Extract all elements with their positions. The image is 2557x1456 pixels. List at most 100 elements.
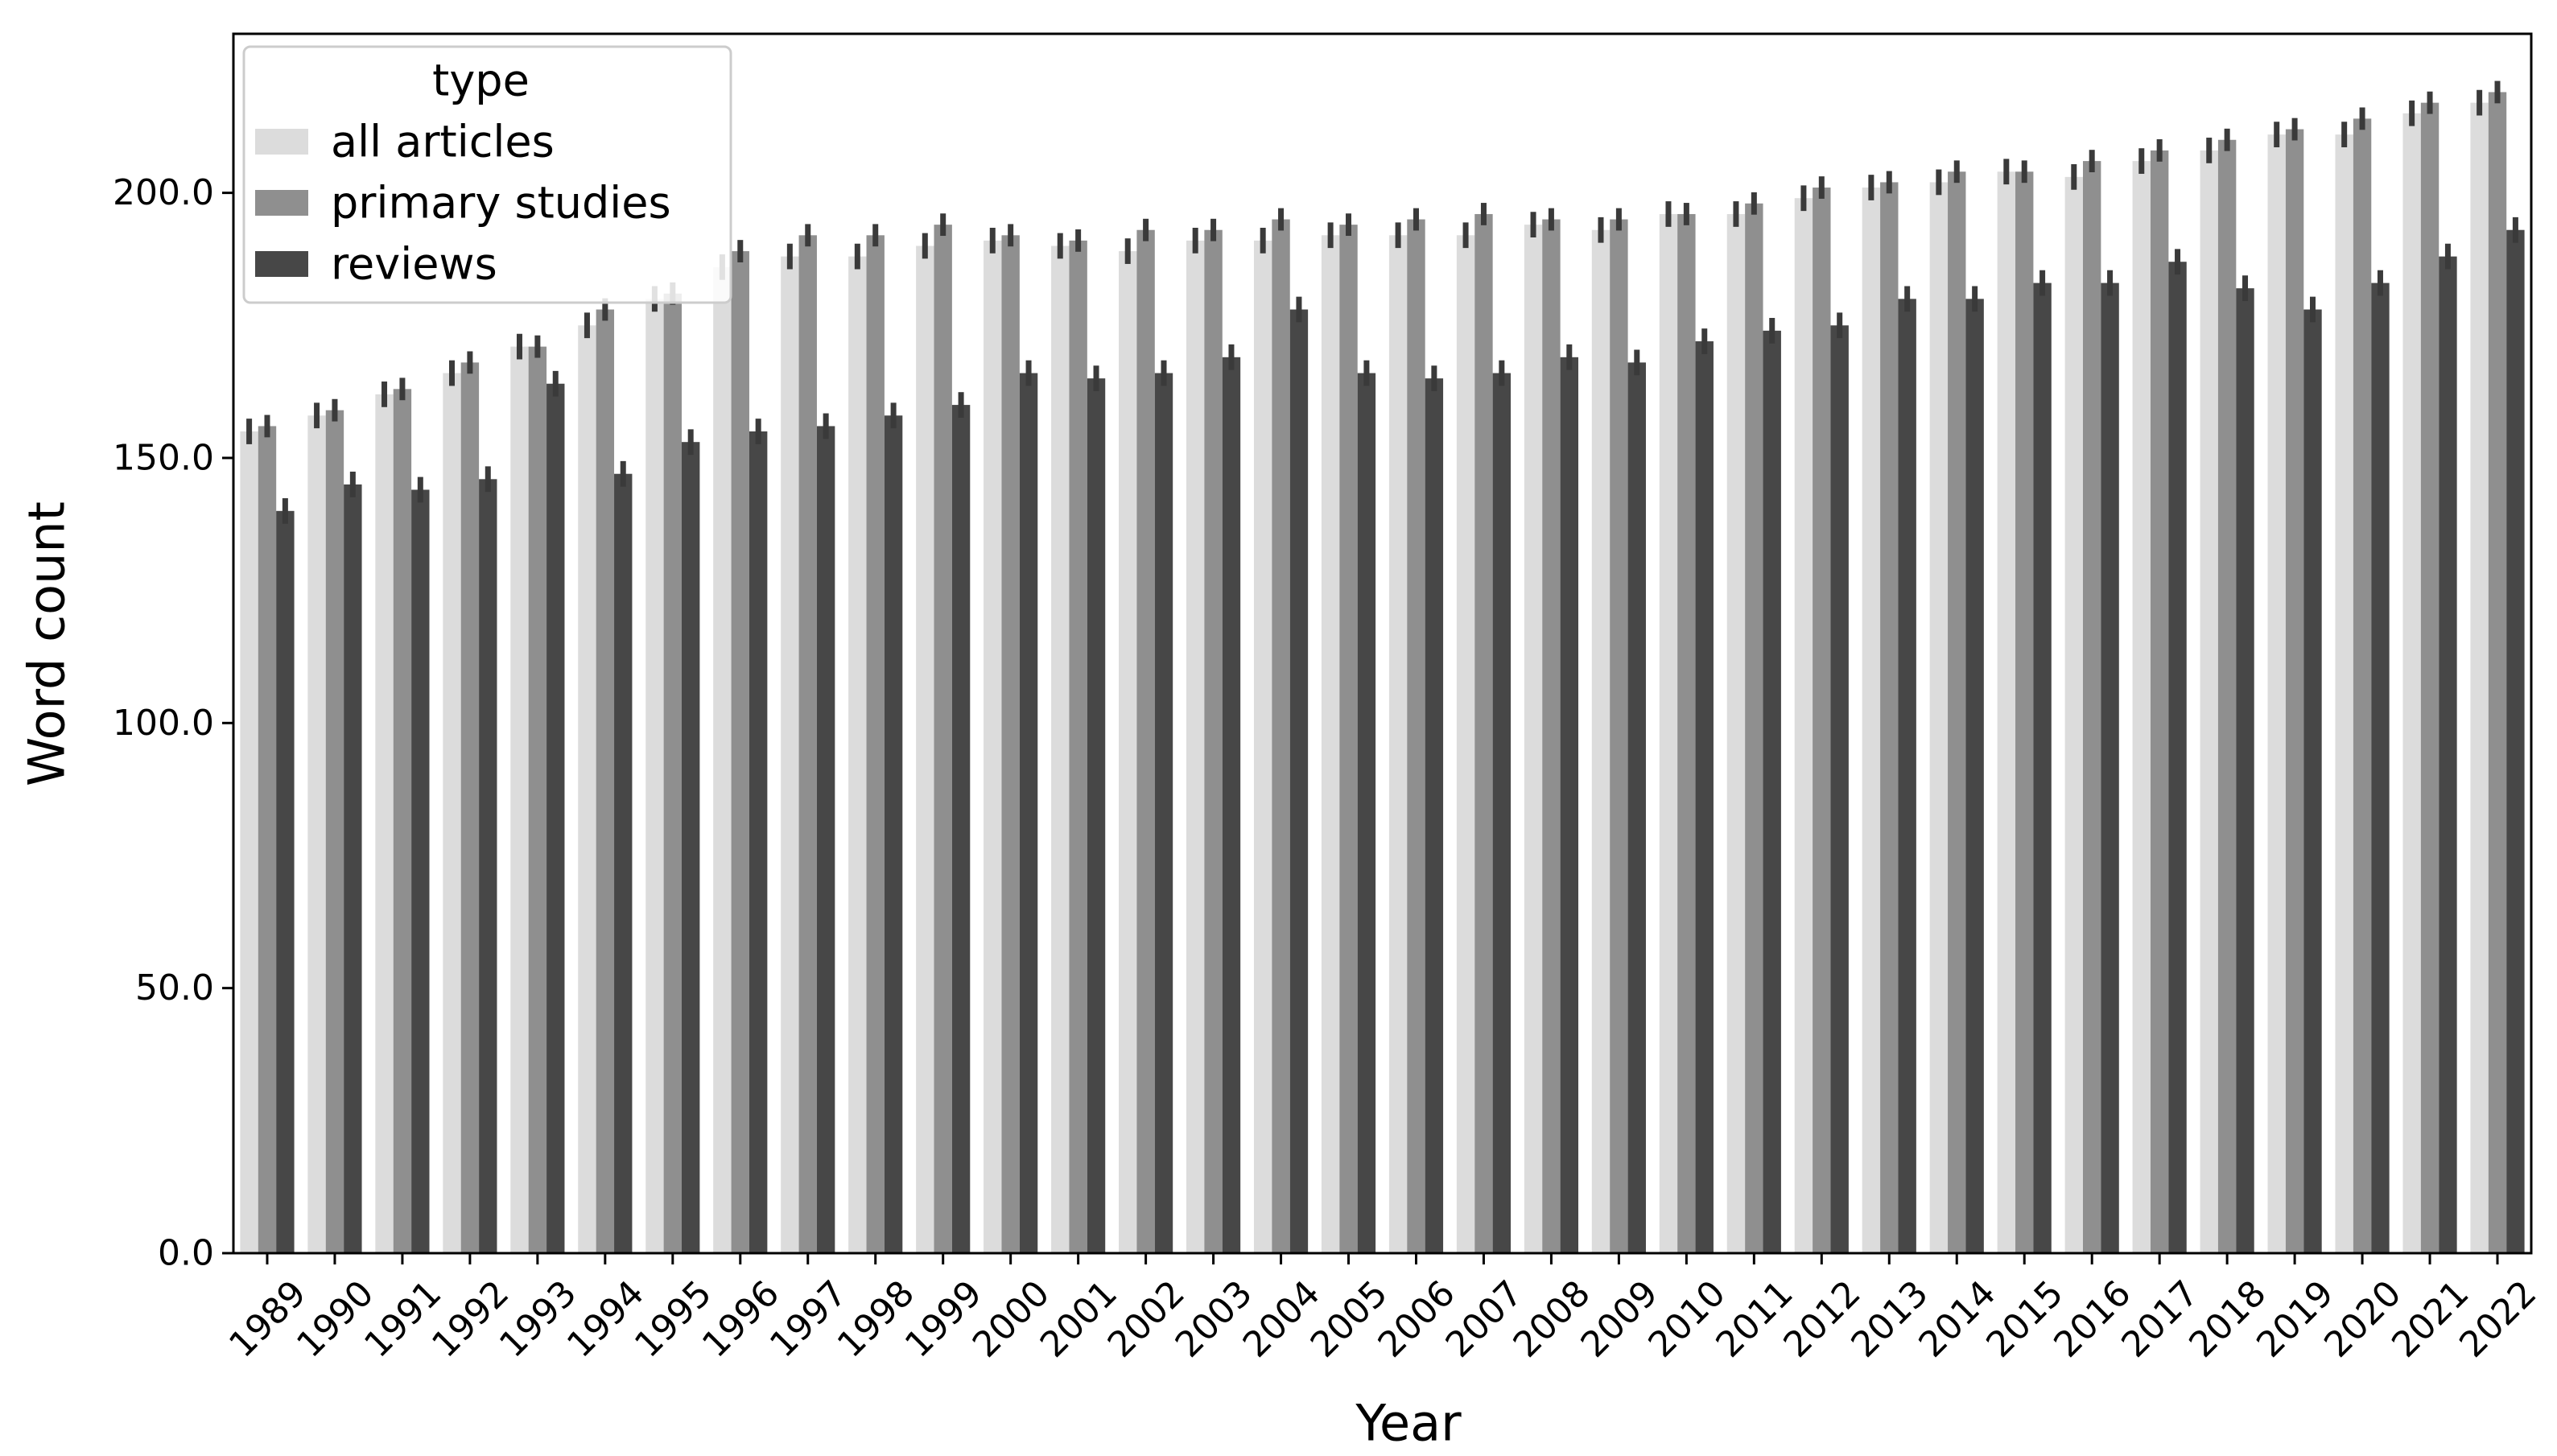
bar	[1136, 229, 1155, 1253]
x-tick-label: 2017	[2114, 1272, 2206, 1365]
bar	[1965, 299, 1984, 1253]
bar	[2236, 288, 2254, 1253]
bar	[816, 426, 835, 1253]
x-tick-label: 1993	[492, 1272, 584, 1365]
bar	[2015, 171, 2034, 1253]
bar	[375, 394, 394, 1253]
bar	[2488, 92, 2507, 1253]
x-tick-label: 1996	[695, 1272, 787, 1365]
x-tick-label: 2001	[1033, 1272, 1125, 1365]
bar	[984, 240, 1002, 1253]
bar	[1357, 373, 1376, 1254]
bar	[1542, 219, 1561, 1254]
bar	[1610, 219, 1628, 1254]
bar	[510, 346, 529, 1254]
bar	[1069, 240, 1087, 1253]
bar	[2150, 150, 2169, 1253]
bar	[2064, 176, 2083, 1254]
bar	[2082, 161, 2101, 1254]
bar	[528, 346, 547, 1254]
bar	[1051, 245, 1070, 1253]
bar	[1929, 182, 1949, 1253]
bar	[781, 256, 799, 1254]
bar	[460, 362, 480, 1253]
bar	[325, 410, 344, 1253]
bar	[2470, 102, 2489, 1254]
bar	[2200, 150, 2218, 1253]
bar	[1627, 362, 1646, 1253]
bar	[1119, 251, 1137, 1254]
bar	[1019, 373, 1038, 1254]
x-tick-label: 2020	[2316, 1272, 2409, 1365]
x-tick-label: 2015	[1978, 1272, 2071, 1365]
x-tick-label: 1999	[897, 1272, 990, 1365]
x-tick-label: 2018	[2181, 1272, 2274, 1365]
bar	[307, 415, 326, 1253]
bar	[1524, 225, 1543, 1254]
x-tick-label: 2009	[1573, 1272, 1666, 1365]
bar	[2285, 129, 2304, 1254]
x-tick-label: 2010	[1641, 1272, 1734, 1365]
bar	[1388, 235, 1408, 1254]
bar	[1425, 378, 1444, 1254]
bar	[663, 293, 683, 1253]
x-axis-label: Year	[1355, 1394, 1462, 1453]
bar	[596, 309, 615, 1253]
bar	[546, 383, 565, 1253]
bar	[1186, 240, 1205, 1253]
bar	[1474, 213, 1493, 1253]
bar	[1456, 235, 1475, 1254]
y-tick-label: 150.0	[113, 437, 214, 478]
bar	[645, 299, 664, 1253]
bar	[1560, 357, 1579, 1254]
x-tick-label: 2013	[1843, 1272, 1936, 1365]
x-tick-label: 1994	[559, 1272, 652, 1365]
x-tick-label: 1991	[357, 1272, 449, 1365]
bar	[934, 225, 952, 1254]
bar	[1289, 309, 1309, 1253]
bar	[848, 256, 867, 1254]
x-tick-label: 2002	[1100, 1272, 1193, 1365]
x-tick-label: 2003	[1168, 1272, 1260, 1365]
x-tick-label: 2008	[1506, 1272, 1598, 1365]
x-tick-label: 1992	[424, 1272, 517, 1365]
bar	[443, 373, 461, 1254]
bar	[2439, 256, 2457, 1254]
bar	[1763, 330, 1781, 1253]
y-tick-label: 50.0	[135, 967, 214, 1008]
bars-layer	[240, 80, 2525, 1254]
x-tick-label: 2019	[2249, 1272, 2341, 1365]
bar	[1001, 235, 1020, 1254]
bar	[1745, 203, 1763, 1254]
x-tick-label: 2006	[1371, 1272, 1463, 1365]
y-axis-label: Word count	[18, 501, 76, 786]
bar	[1948, 171, 1966, 1253]
legend: type all articles primary studies reviews	[242, 45, 732, 304]
legend-swatch	[255, 190, 308, 216]
bar	[2267, 134, 2286, 1253]
bar	[1087, 378, 1106, 1254]
bar	[2168, 262, 2187, 1253]
bar	[2033, 283, 2052, 1254]
x-tick-label: 2000	[965, 1272, 1058, 1365]
bar	[713, 266, 732, 1254]
bar	[1154, 373, 1173, 1254]
bar	[258, 426, 277, 1253]
bar	[240, 431, 258, 1253]
bar	[731, 251, 749, 1254]
bar	[1272, 219, 1290, 1254]
x-tick-label: 2005	[1303, 1272, 1396, 1365]
bar	[1321, 235, 1340, 1254]
bar	[1253, 240, 1272, 1253]
bar	[1222, 357, 1241, 1254]
bar	[798, 235, 817, 1254]
bar	[411, 489, 430, 1253]
bar	[2420, 102, 2439, 1254]
bar	[951, 405, 971, 1254]
bar	[1898, 299, 1916, 1253]
bar	[682, 442, 700, 1253]
x-tick-label: 2012	[1775, 1272, 1868, 1365]
y-tick-label: 200.0	[113, 172, 214, 213]
legend-entry: all articles	[331, 117, 555, 167]
